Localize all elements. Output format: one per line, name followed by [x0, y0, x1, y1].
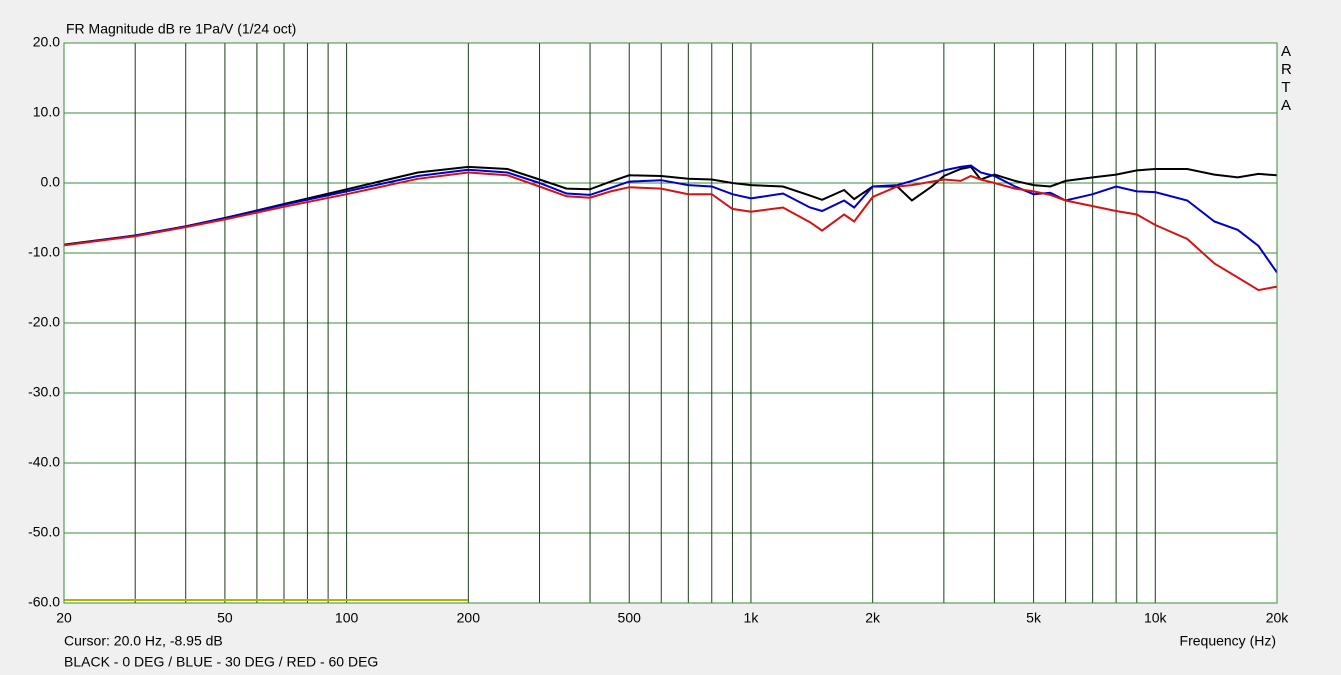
x-tick-label: 100 [335, 610, 359, 626]
y-tick-label: -60.0 [28, 594, 60, 610]
x-tick-label: 200 [457, 610, 481, 626]
y-tick-label: -40.0 [28, 454, 60, 470]
chart-title: FR Magnitude dB re 1Pa/V (1/24 oct) [66, 21, 296, 37]
x-tick-label: 500 [618, 610, 642, 626]
series-line [63, 165, 1278, 246]
x-tick-label: 20 [56, 610, 72, 626]
y-tick-label: -20.0 [28, 314, 60, 330]
y-tick-label: -10.0 [28, 244, 60, 260]
y-tick-label: -30.0 [28, 384, 60, 400]
series-line [63, 171, 1278, 292]
y-tick-label: -50.0 [28, 524, 60, 540]
brand: ARTA [1281, 43, 1292, 114]
legend-note: BLACK - 0 DEG / BLUE - 30 DEG / RED - 60… [64, 654, 378, 670]
x-tick-label: 2k [865, 610, 881, 626]
x-tick-label: 10k [1144, 610, 1168, 626]
y-tick-label: 10.0 [33, 104, 60, 120]
y-tick-label: 20.0 [33, 34, 60, 50]
series-line [63, 164, 1278, 274]
x-axis-label: Frequency (Hz) [1180, 633, 1276, 649]
plot-border [63, 42, 1278, 604]
x-tick-label: 50 [217, 610, 233, 626]
cursor-readout: Cursor: 20.0 Hz, -8.95 dB [64, 633, 223, 649]
x-tick-label: 20k [1266, 610, 1290, 626]
x-tick-label: 5k [1026, 610, 1042, 626]
x-tick-label: 1k [744, 610, 760, 626]
y-tick-label: 0.0 [41, 174, 61, 190]
